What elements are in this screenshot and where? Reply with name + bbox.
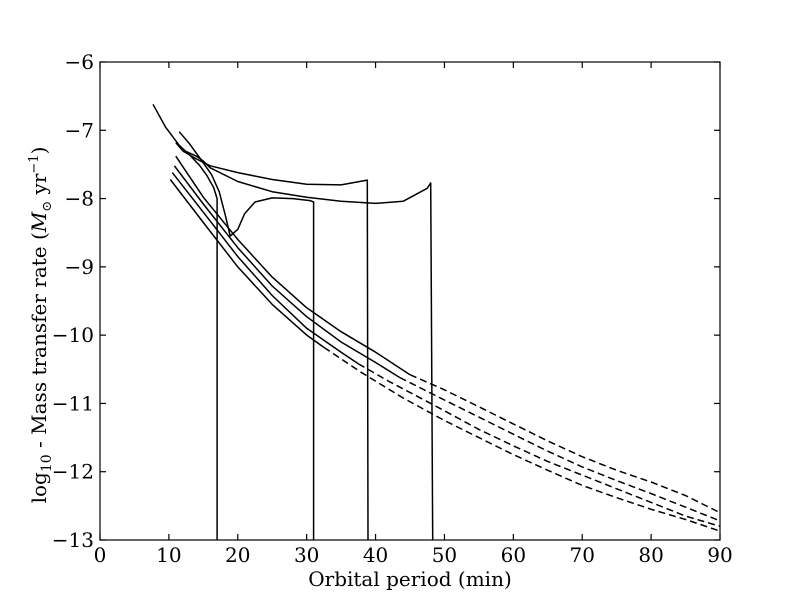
ticks-group [99,61,721,541]
series-line-5 [175,155,411,376]
y-tick-label: −8 [65,187,94,211]
y-label-sup: −1 [27,154,42,173]
series-line-7 [173,165,401,379]
x-tick-label: 30 [294,543,319,567]
series-line-12 [323,346,721,532]
series-line-10 [357,363,721,528]
x-tick-label: 80 [638,543,663,567]
series-line-4 [184,150,434,541]
y-tick-label: −11 [52,391,94,415]
y-tick-label: −9 [65,255,94,279]
x-tick-label: 40 [363,543,388,567]
y-tick-label: −7 [65,118,94,142]
series-line-9 [171,172,359,365]
series-line-1 [152,103,218,540]
y-tick-label: −10 [52,323,94,347]
x-tick-label: 20 [225,543,250,567]
y-label-close: ) [27,147,51,155]
series-line-3 [175,142,369,541]
curves-group [152,103,721,541]
x-tick-label: 90 [707,543,732,567]
series-line-6 [409,374,721,514]
x-tick-label: 60 [501,543,526,567]
y-axis-label: log10 - Mass transfer rate (M⊙ yr−1) [27,147,55,504]
y-label-msun: M [27,211,51,233]
series-line-11 [169,179,325,349]
series-line-8 [399,376,721,522]
y-label-msun-sub: ⊙ [40,201,55,212]
y-label-mid: - Mass transfer rate ( [27,232,51,454]
tick-labels-group: 0 10 20 30 40 50 60 70 80 90 −13 −12 −11 −10 −9 −8 −7 −6 [52,50,733,567]
y-tick-label: −12 [52,460,94,484]
y-tick-label: −13 [52,528,94,552]
x-tick-label: 70 [569,543,594,567]
y-label-log-sub: 10 [39,454,55,472]
series-line-2 [178,131,315,540]
y-label-log: log [27,472,51,503]
y-label-unit: yr [27,173,51,201]
x-axis-label: Orbital period (min) [308,567,512,591]
y-tick-label: −6 [65,50,94,74]
x-tick-label: 0 [94,543,107,567]
plot-frame [99,61,721,541]
x-tick-label: 50 [432,543,457,567]
x-tick-label: 10 [156,543,181,567]
